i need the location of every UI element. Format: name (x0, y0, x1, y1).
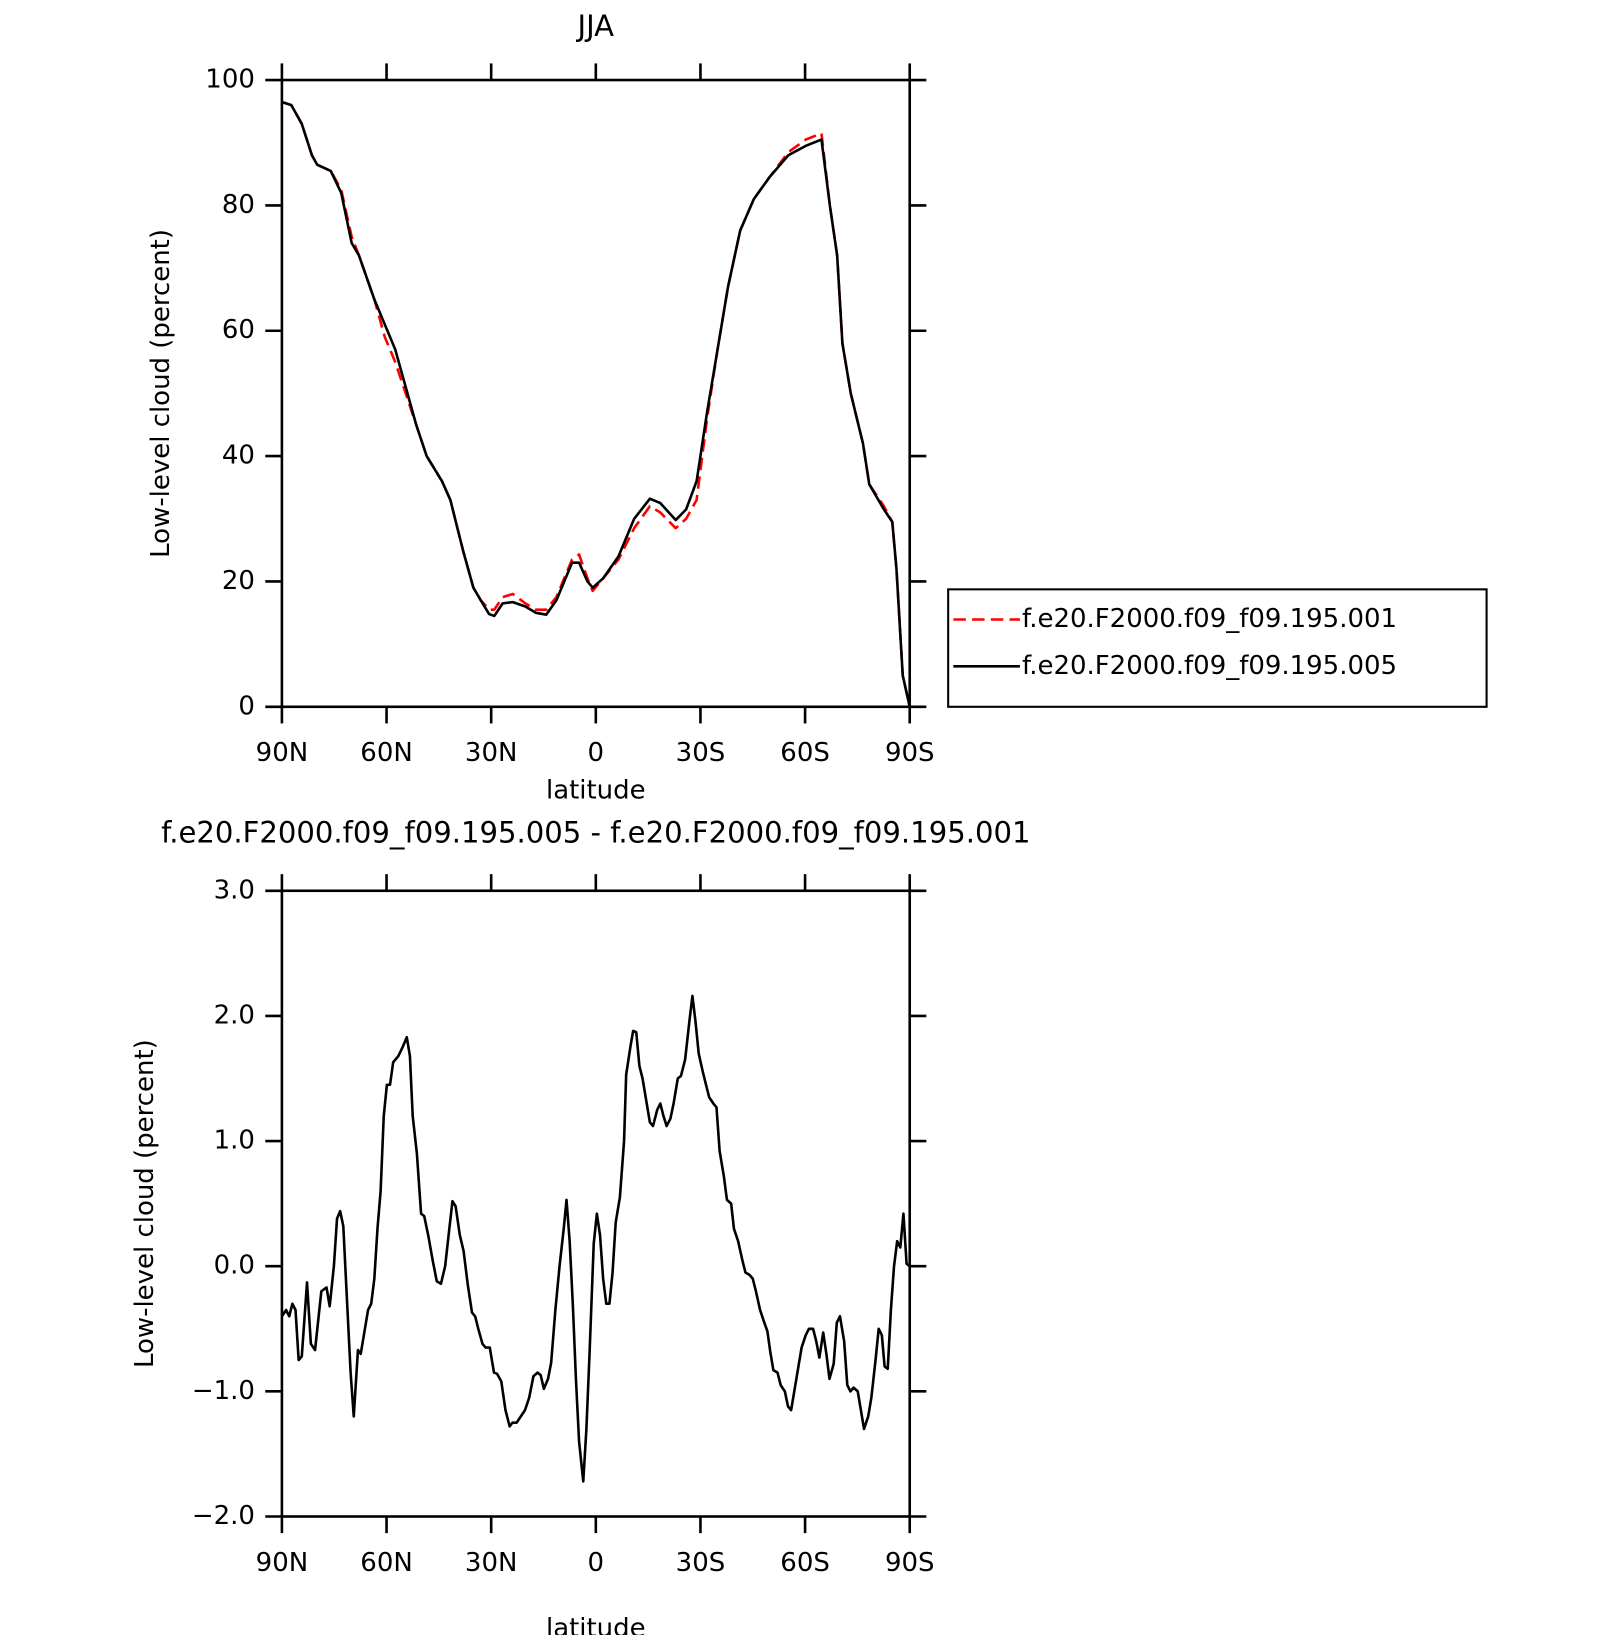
x-tick-label: 30S (676, 1548, 726, 1578)
data-line (281, 100, 911, 708)
y-tick-label: −1.0 (192, 1376, 255, 1406)
y-tick-label: 0.0 (214, 1251, 255, 1281)
x-tick-label: 60S (780, 738, 830, 768)
x-tick-label: 30N (465, 738, 517, 768)
plot-frame (280, 78, 912, 709)
y-tick-label: 2.0 (214, 1000, 255, 1030)
x-tick-label: 0 (588, 738, 605, 768)
x-tick-label: 0 (588, 1548, 605, 1578)
chart-title: f.e20.F2000.f09_f09.195.005 - f.e20.F200… (161, 816, 1030, 850)
chart-title: JJA (576, 9, 615, 43)
y-axis-label: Low-level cloud (percent) (130, 1039, 160, 1368)
y-tick-label: 3.0 (214, 875, 255, 905)
x-tick-label: 30S (676, 738, 726, 768)
data-line (281, 100, 911, 708)
x-tick-label: 90N (256, 738, 308, 768)
y-tick-label: 100 (205, 65, 255, 95)
y-tick-label: 1.0 (214, 1126, 255, 1156)
y-tick-label: 80 (222, 190, 255, 220)
x-tick-label: 90S (885, 1548, 935, 1578)
data-line (280, 994, 911, 1483)
x-tick-label: 60N (360, 1548, 412, 1578)
y-tick-label: 40 (222, 441, 255, 471)
y-tick-label: 20 (222, 566, 255, 596)
y-tick-label: 0 (238, 691, 255, 721)
x-axis-label: latitude (546, 775, 646, 805)
plot-frame (280, 889, 912, 1518)
x-tick-label: 30N (465, 1548, 517, 1578)
y-tick-label: −2.0 (192, 1501, 255, 1531)
legend-box (947, 588, 1488, 708)
legend-label: f.e20.F2000.f09_f09.195.001 (1022, 604, 1397, 634)
y-axis-label: Low-level cloud (percent) (146, 229, 176, 558)
legend-label: f.e20.F2000.f09_f09.195.005 (1022, 651, 1397, 681)
x-tick-label: 60N (360, 738, 412, 768)
x-tick-label: 60S (780, 1548, 830, 1578)
x-tick-label: 90S (885, 738, 935, 768)
x-tick-label: 90N (256, 1548, 308, 1578)
y-tick-label: 60 (222, 315, 255, 345)
x-axis-label: latitude (546, 1613, 646, 1635)
